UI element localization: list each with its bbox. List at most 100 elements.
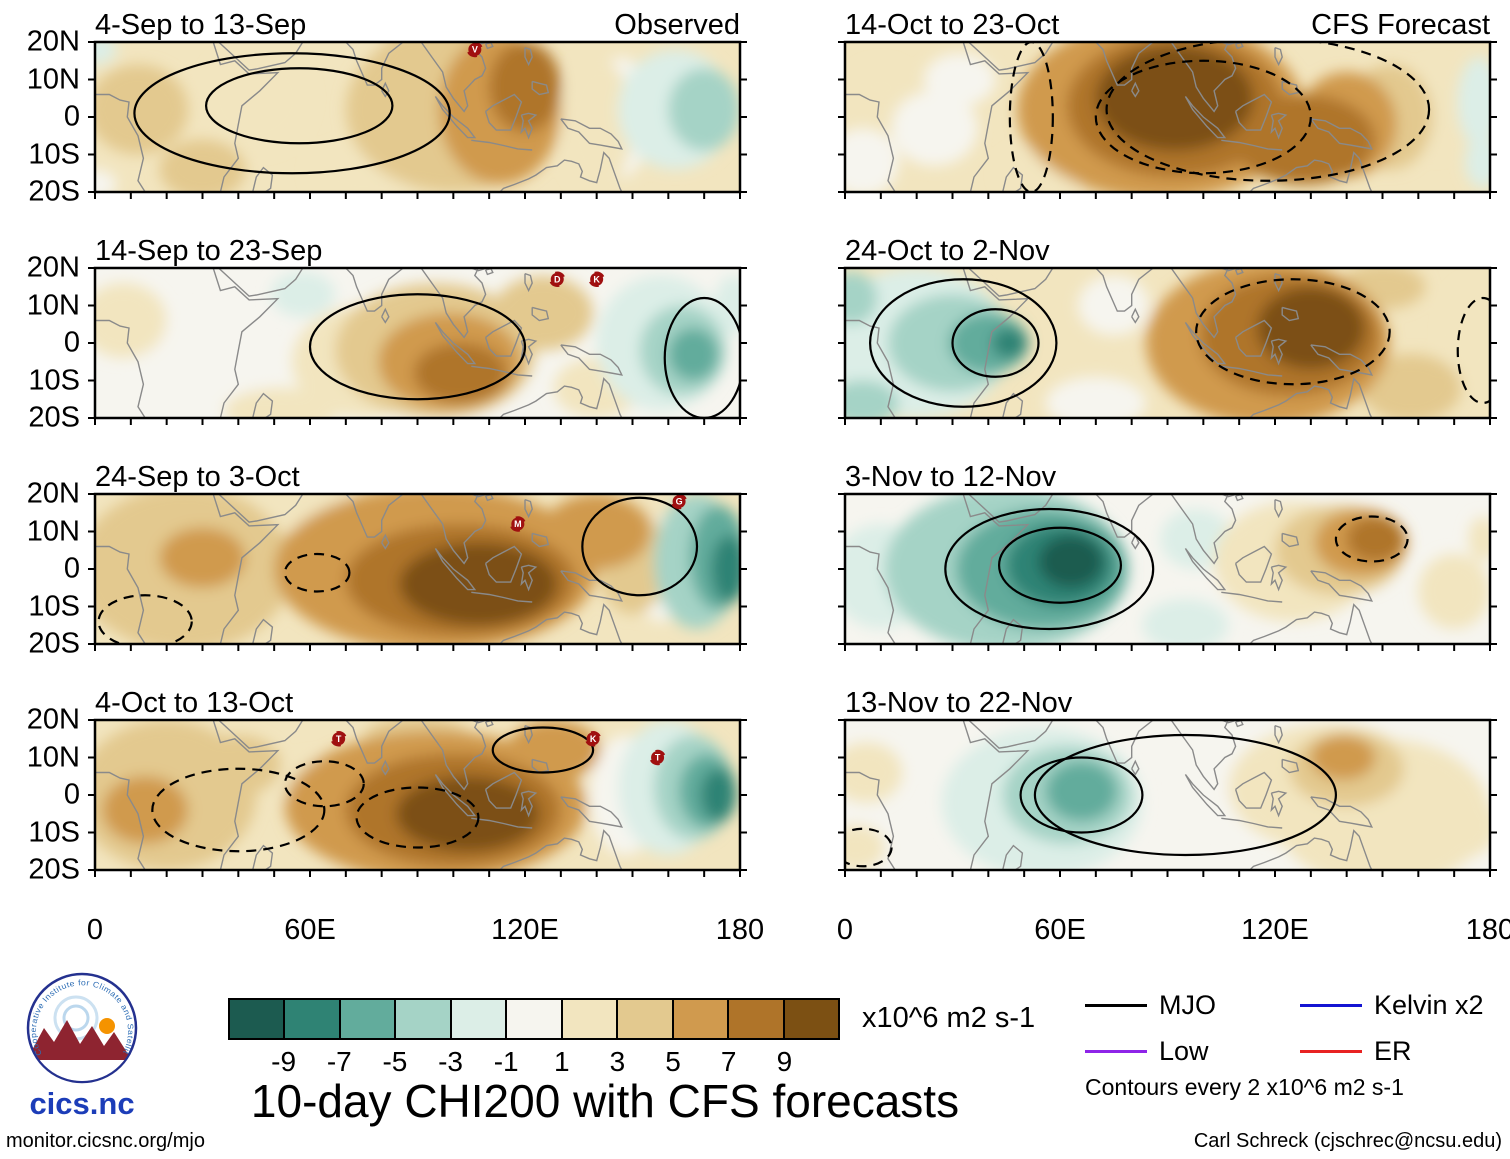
colorbar-tick-label: 3 <box>609 1046 626 1077</box>
storm-marker-T: T <box>331 731 347 747</box>
y-tick-label: 20N <box>26 25 80 58</box>
panel-title: 13-Nov to 22-Nov <box>845 687 1073 719</box>
colorbar-segment <box>338 1000 395 1038</box>
y-tick-label: 0 <box>63 552 80 585</box>
observed-header: Observed <box>614 9 740 41</box>
map-panel-6 <box>838 266 1497 425</box>
colorbar-tick-label: 7 <box>720 1046 737 1077</box>
map-panel-8 <box>838 718 1497 877</box>
svg-text:T: T <box>336 734 342 744</box>
legend-item-er: ER <box>1300 1036 1510 1066</box>
colorbar-segment <box>505 1000 561 1038</box>
plot-grid: 20N 10N 0 10S 20S 4-Sep to 13-Sep Observed V 14-… <box>26 9 1510 947</box>
x-tick-label: 60E <box>284 914 336 946</box>
mjo-contours <box>1008 42 1431 192</box>
colorbar-segment <box>616 1000 672 1038</box>
x-tick-label: 120E <box>491 914 559 946</box>
coastlines <box>845 494 1374 644</box>
credit-text: Carl Schreck (cjschrec@ncsu.edu) <box>1193 1130 1502 1152</box>
y-tick-label: 10S <box>28 590 80 622</box>
coastlines <box>845 42 1374 192</box>
y-tick-label: 0 <box>63 100 80 133</box>
map-panel-1: V <box>88 40 747 199</box>
colorbar-tick-label: -7 <box>326 1046 352 1077</box>
mjo-contours <box>845 733 1338 868</box>
y-tick-label: 20S <box>28 853 80 886</box>
legend-line <box>1085 1003 1147 1007</box>
colorbar-segment <box>671 1000 728 1038</box>
panel-title: 14-Oct to 23-Oct <box>845 9 1060 41</box>
panel-title: 14-Sep to 23-Sep <box>95 235 323 267</box>
x-tick-label: 120E <box>1241 914 1309 946</box>
map-panel-7 <box>838 492 1497 651</box>
colorbar-units: x10^6 m2 s-1 <box>862 1002 1036 1034</box>
map-panel-5 <box>838 40 1497 199</box>
y-tick-label: 0 <box>63 326 80 359</box>
x-tick-label: 0 <box>86 914 104 946</box>
storm-marker-M: M <box>510 516 526 532</box>
svg-text:D: D <box>554 274 561 284</box>
footer: Cooperative Institute for Climate and Sa… <box>0 954 1510 1159</box>
y-tick-label: 20N <box>26 477 80 510</box>
colorbar-segment <box>449 1000 506 1038</box>
y-tick-label: 10S <box>28 138 80 170</box>
storm-marker-D: D <box>549 271 565 287</box>
storm-marker-V: V <box>467 41 483 58</box>
panel-title: 3-Nov to 12-Nov <box>845 461 1057 493</box>
y-tick-label: 0 <box>63 778 80 811</box>
svg-text:K: K <box>593 274 600 284</box>
colorbar-segment <box>394 1000 450 1038</box>
panel-title: 4-Oct to 13-Oct <box>95 687 294 719</box>
colorbar-segment <box>560 1000 617 1038</box>
coastlines <box>95 494 624 644</box>
x-tick-label: 0 <box>836 914 854 946</box>
mjo-contours <box>97 496 699 644</box>
colorbar-segment <box>283 1000 339 1038</box>
mjo-contours <box>868 278 1490 408</box>
legend-item-low: Low <box>1085 1036 1300 1066</box>
panel-title: 24-Oct to 2-Nov <box>845 235 1050 267</box>
storm-marker-T: T <box>649 749 666 766</box>
legend-item-kelvin-x2: Kelvin x2 <box>1300 990 1510 1020</box>
forecast-header: CFS Forecast <box>1311 9 1490 41</box>
storm-marker-K: K <box>589 271 605 287</box>
y-tick-label: 20S <box>28 401 80 434</box>
svg-text:K: K <box>590 734 597 744</box>
legend: MJO Kelvin x2 Low ER <box>1085 990 1510 1066</box>
legend-item-mjo: MJO <box>1085 990 1300 1020</box>
legend-label: MJO <box>1159 989 1216 1020</box>
mountains-icon <box>30 1020 128 1064</box>
cics-logo: Cooperative Institute for Climate and Sa… <box>9 965 157 1132</box>
main-title: 10-day CHI200 with CFS forecasts <box>250 1075 960 1127</box>
logo-name: cics.nc <box>29 1086 134 1121</box>
svg-text:M: M <box>514 519 522 529</box>
svg-text:G: G <box>676 497 683 507</box>
logo-base <box>29 1060 135 1081</box>
mjo-contours <box>133 52 451 175</box>
y-tick-label: 10S <box>28 816 80 848</box>
mjo-contours <box>308 293 740 418</box>
colorbar-labels: -9 -7 -5 -3 -1 1 3 5 7 9 <box>228 1046 840 1078</box>
x-tick-label: 60E <box>1034 914 1086 946</box>
colorbar-tick-label: -9 <box>271 1046 297 1077</box>
y-tick-label: 10N <box>26 741 80 773</box>
svg-text:V: V <box>472 45 478 55</box>
x-tick-label: 180 <box>715 914 765 946</box>
coastlines <box>95 720 624 870</box>
site-url: monitor.cicsnc.org/mjo <box>6 1130 205 1152</box>
storm-marker-G: G <box>671 493 687 510</box>
legend-label: Low <box>1159 1035 1209 1066</box>
colorbar-segment <box>782 1000 838 1038</box>
map-panel-3: MG <box>88 492 747 651</box>
sun-icon <box>99 1018 115 1034</box>
colorbar-tick-label: -3 <box>438 1046 463 1077</box>
map-panel-4: T K T <box>88 718 747 877</box>
spiral-icon <box>62 1004 90 1032</box>
y-tick-label: 20S <box>28 175 80 208</box>
y-tick-label: 10N <box>26 63 80 95</box>
y-tick-label: 20N <box>26 703 80 736</box>
svg-text:T: T <box>655 753 661 763</box>
y-tick-label: 10N <box>26 289 80 321</box>
y-tick-label: 20S <box>28 627 80 660</box>
